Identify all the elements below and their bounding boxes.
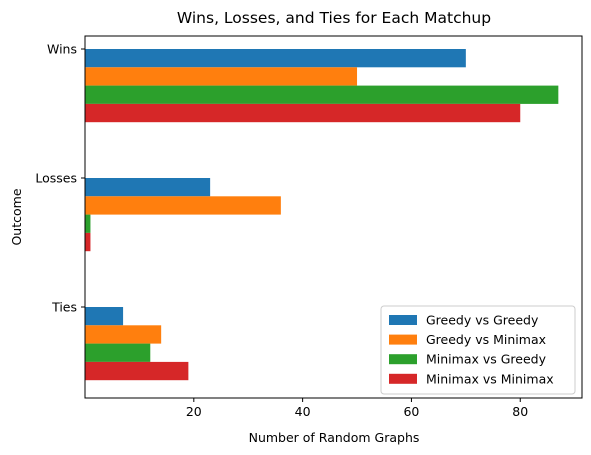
legend-swatch-greedy-vs-greedy	[389, 315, 417, 325]
chart-title: Wins, Losses, and Ties for Each Matchup	[177, 9, 491, 27]
legend-label-minimax-vs-greedy: Minimax vs Greedy	[426, 352, 547, 367]
bar-wins-greedy-vs-minimax	[85, 67, 358, 86]
bars-group	[85, 49, 559, 381]
legend-swatch-greedy-vs-minimax	[389, 334, 417, 345]
x-tick-label: 60	[403, 404, 419, 419]
legend-label-greedy-vs-greedy: Greedy vs Greedy	[426, 313, 539, 328]
legend-swatch-minimax-vs-minimax	[389, 373, 417, 384]
x-tick-label: 40	[295, 404, 311, 419]
bar-ties-greedy-vs-minimax	[85, 325, 162, 344]
y-tick-label-losses: Losses	[35, 171, 77, 186]
bar-ties-minimax-vs-greedy	[85, 343, 151, 362]
bar-losses-greedy-vs-greedy	[85, 178, 211, 197]
legend-swatch-minimax-vs-greedy	[389, 354, 417, 365]
y-tick-label-wins: Wins	[47, 42, 77, 57]
y-axis-ticks: Wins Losses Ties	[35, 42, 85, 315]
x-axis-label: Number of Random Graphs	[249, 430, 420, 445]
bar-losses-minimax-vs-greedy	[85, 214, 91, 233]
legend-label-minimax-vs-minimax: Minimax vs Minimax	[426, 371, 554, 386]
bar-ties-greedy-vs-greedy	[85, 307, 124, 326]
y-tick-label-ties: Ties	[51, 300, 77, 315]
bar-wins-minimax-vs-greedy	[85, 85, 559, 104]
legend: Greedy vs Greedy Greedy vs Minimax Minimax…	[380, 305, 576, 395]
legend-label-greedy-vs-minimax: Greedy vs Minimax	[426, 332, 546, 347]
y-axis-label: Outcome	[9, 188, 24, 245]
x-axis-ticks: 20 40 60 80	[186, 398, 528, 419]
bar-losses-minimax-vs-minimax	[85, 232, 91, 252]
bar-ties-minimax-vs-minimax	[85, 361, 189, 381]
x-tick-label: 80	[512, 404, 528, 419]
bar-wins-minimax-vs-minimax	[85, 103, 521, 123]
bar-wins-greedy-vs-greedy	[85, 49, 466, 68]
legend-box	[380, 305, 576, 395]
x-tick-label: 20	[186, 404, 202, 419]
bar-losses-greedy-vs-minimax	[85, 196, 281, 215]
plot-frame	[84, 35, 583, 399]
